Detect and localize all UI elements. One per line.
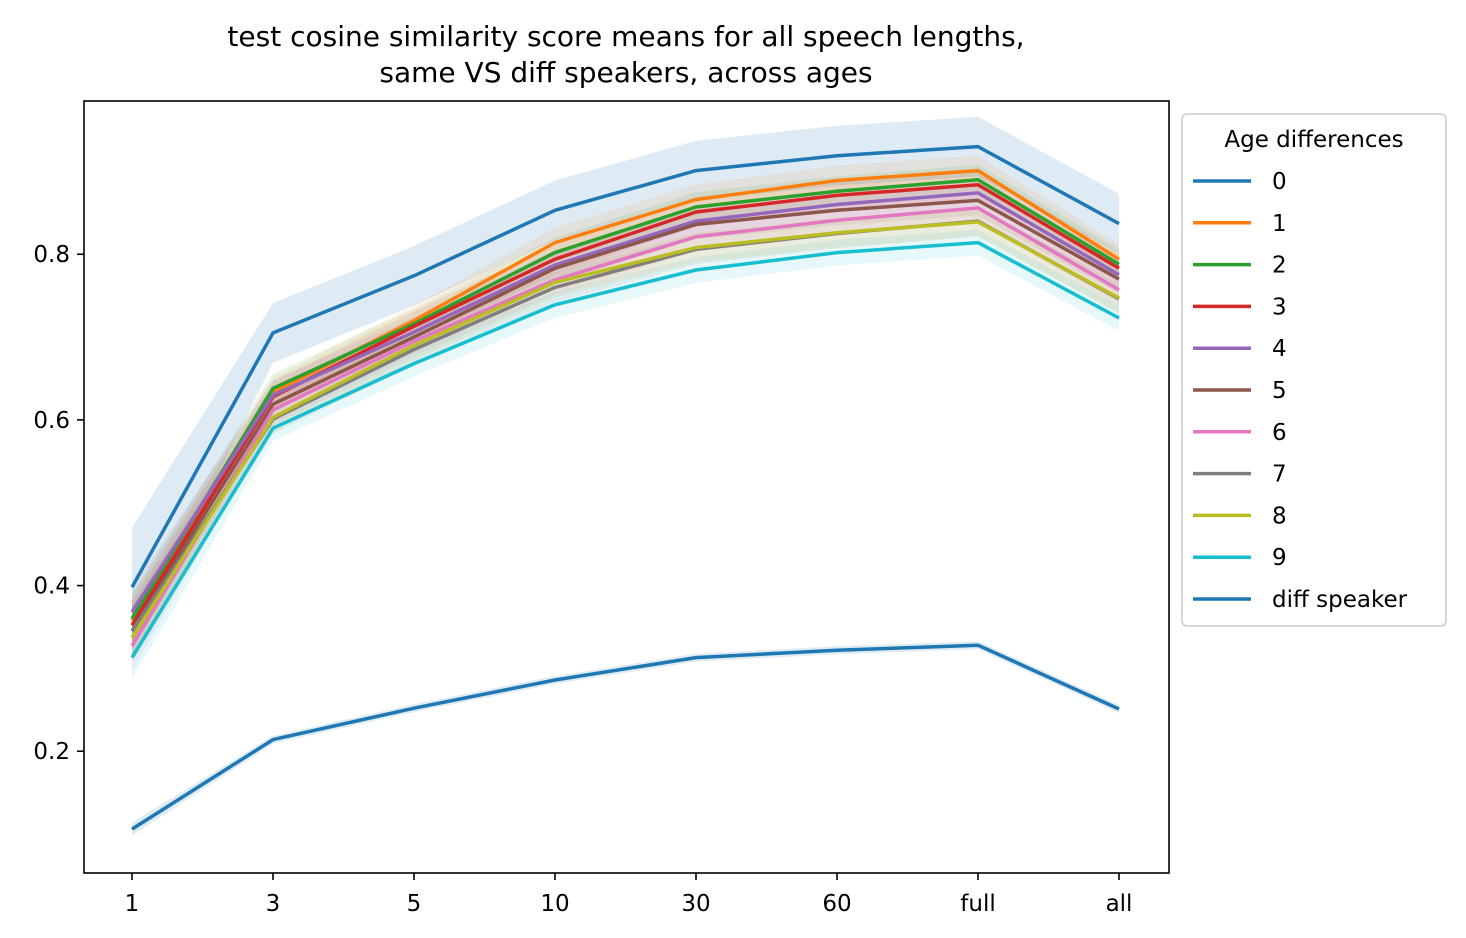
legend-title: Age differences [1224, 127, 1403, 153]
x-tick-label: full [960, 891, 995, 917]
x-tick-label: all [1106, 891, 1133, 917]
y-axis: 0.2 0.4 0.6 0.8 [33, 242, 84, 765]
y-tick-label: 0.8 [33, 242, 70, 268]
legend-label: 4 [1272, 336, 1287, 362]
series-band [132, 206, 1119, 656]
series-line [130, 177, 1120, 620]
chart-subtitle: same VS diff speakers, across ages [379, 56, 872, 89]
legend-frame [1181, 113, 1447, 627]
legend-label: 2 [1272, 253, 1287, 279]
series-line [130, 191, 1120, 614]
legend-label: 1 [1272, 211, 1287, 237]
series-line [130, 206, 1120, 647]
x-tick-label: 30 [681, 891, 710, 917]
series-line [130, 168, 1120, 622]
series-band [132, 229, 1119, 680]
legend-label: 7 [1272, 462, 1287, 488]
x-axis: 1 3 5 10 30 60 full all [125, 873, 1133, 917]
series-band [132, 207, 1119, 663]
series-band [132, 192, 1119, 671]
legend: Age differences 0 1 2 3 4 5 6 7 8 9 diff speaker [1181, 113, 1447, 627]
legend-label: 9 [1272, 545, 1287, 571]
series-lines [130, 144, 1120, 831]
chart-title: test cosine similarity score means for a… [227, 20, 1024, 53]
x-tick-label: 1 [125, 891, 140, 917]
y-tick-label: 0.2 [33, 739, 70, 765]
plot-frame [83, 100, 1170, 874]
legend-label: 0 [1272, 169, 1287, 195]
x-tick-label: 5 [407, 891, 422, 917]
series-line [130, 144, 1120, 589]
series-band [132, 641, 1119, 836]
x-tick-label: 10 [540, 891, 569, 917]
series-line [130, 240, 1120, 659]
legend-label: 6 [1272, 420, 1287, 446]
legend-label: 5 [1272, 378, 1287, 404]
legend-label: 3 [1272, 294, 1287, 320]
y-tick-label: 0.4 [33, 574, 70, 600]
legend-items: 0 1 2 3 4 5 6 7 8 9 diff speaker [1193, 169, 1408, 613]
x-tick-label: 60 [822, 891, 851, 917]
y-tick-label: 0.6 [33, 408, 70, 434]
series-line [131, 643, 1120, 831]
legend-label: 8 [1272, 503, 1287, 529]
series-line [130, 220, 1120, 639]
confidence-bands [132, 116, 1119, 836]
series-line [130, 198, 1120, 633]
x-tick-label: 3 [266, 891, 281, 917]
legend-label: diff speaker [1272, 587, 1408, 613]
series-band [132, 164, 1119, 644]
